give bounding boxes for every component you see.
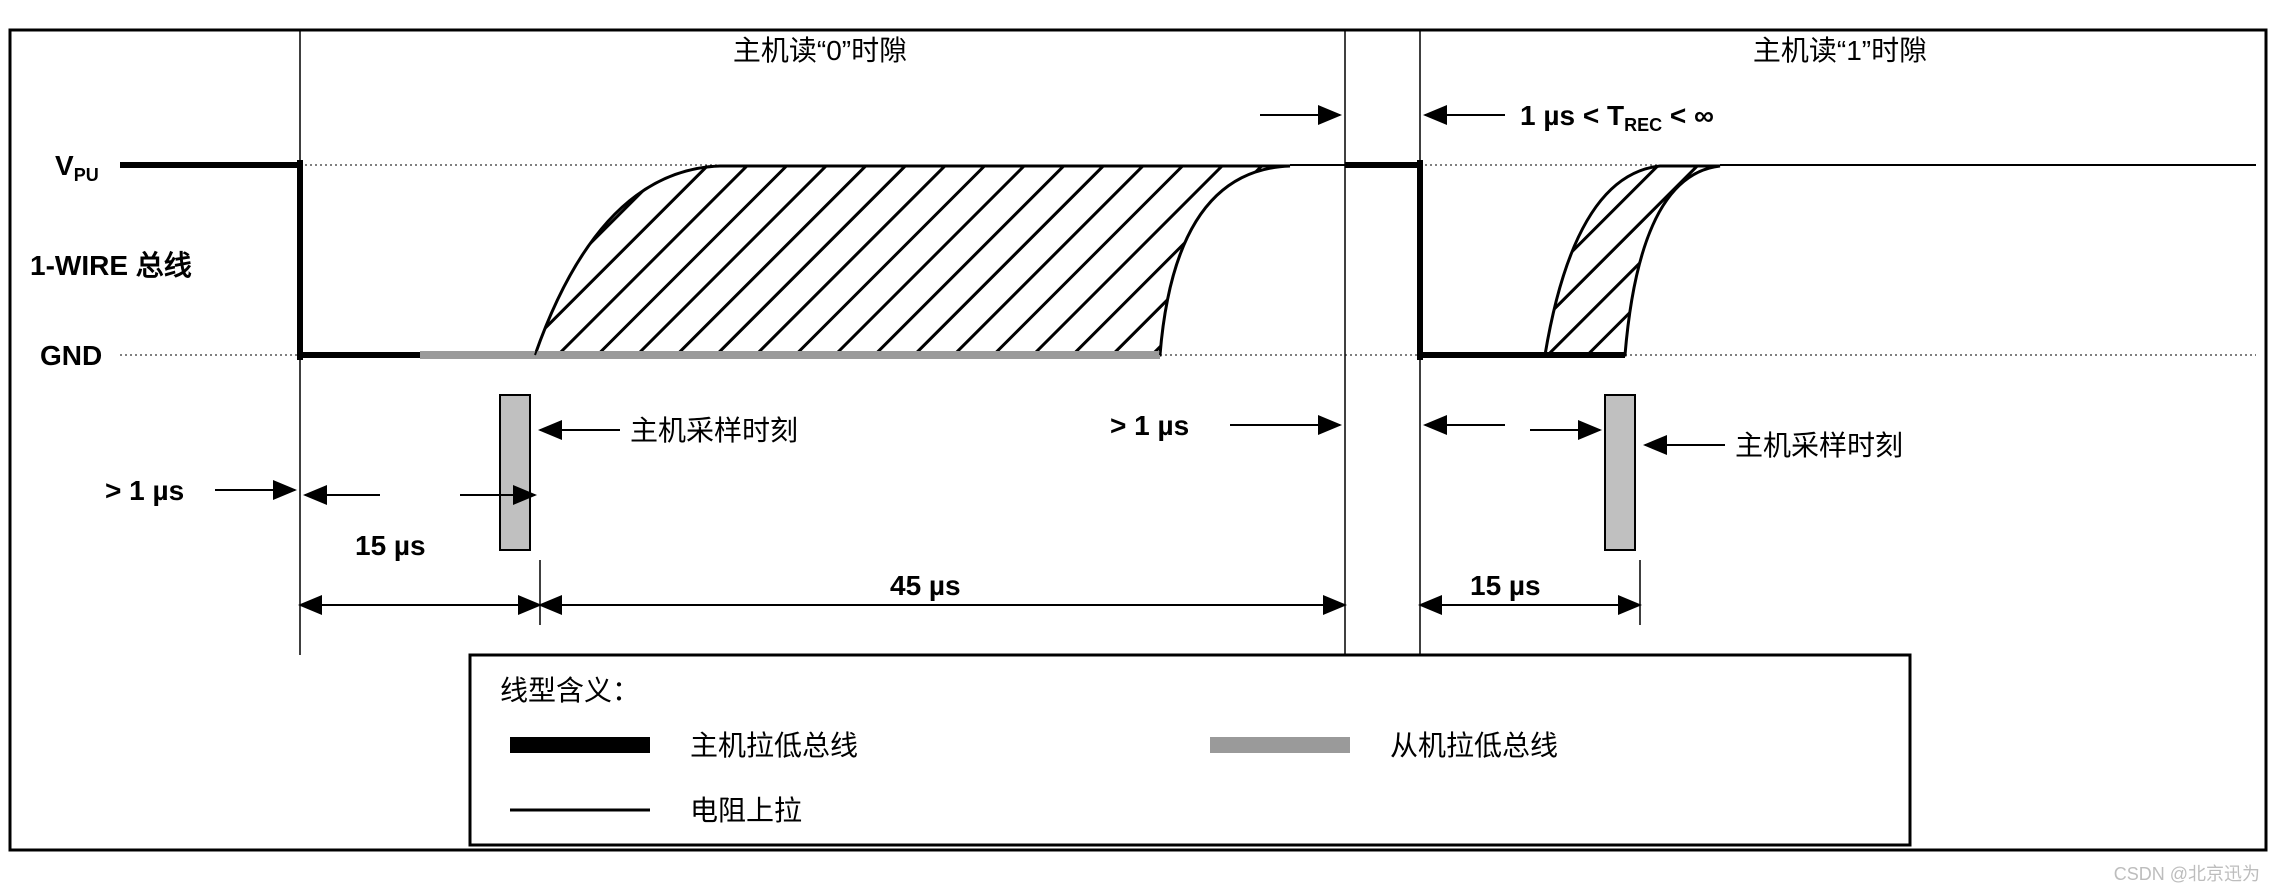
svg-text:从机拉低总线: 从机拉低总线	[1390, 730, 1558, 761]
gt1us-right: > 1 µs	[1110, 410, 1505, 441]
svg-text:1 µs < TREC < ∞: 1 µs < TREC < ∞	[1520, 100, 1714, 135]
gt1us-left: > 1 µs	[105, 475, 295, 506]
gnd-label: GND	[40, 340, 102, 371]
bus-label: 1-WIRE 总线	[30, 250, 192, 281]
svg-text:主机拉低总线: 主机拉低总线	[690, 730, 858, 761]
svg-text:> 1 µs: > 1 µs	[105, 475, 184, 506]
sample1-marker: 主机采样时刻	[1530, 395, 1903, 550]
watermark: CSDN @北京迅为	[2114, 864, 2260, 884]
slot0-waveform	[120, 160, 1420, 360]
dim-slot0: 15 µs 45 µs	[300, 495, 1345, 625]
svg-text:45 µs: 45 µs	[890, 570, 961, 601]
legend-box: 线型含义： 主机拉低总线 从机拉低总线 电阻上拉	[470, 655, 1910, 845]
trec-annotation: 1 µs < TREC < ∞	[1260, 100, 1714, 135]
dim-slot1: 15 µs	[1420, 560, 1640, 625]
svg-text:15 µs: 15 µs	[355, 530, 426, 561]
timing-diagram: 主机读“0”时隙 主机读“1”时隙 VPU 1-WIRE 总线 GND 1 µs…	[0, 0, 2276, 888]
sample0-marker: 主机采样时刻	[500, 395, 798, 550]
svg-text:主机采样时刻: 主机采样时刻	[630, 415, 798, 446]
title-read-0: 主机读“0”时隙	[733, 35, 907, 66]
svg-text:> 1 µs: > 1 µs	[1110, 410, 1189, 441]
svg-text:主机采样时刻: 主机采样时刻	[1735, 430, 1903, 461]
svg-text:线型含义：: 线型含义：	[500, 675, 640, 706]
svg-text:15 µs: 15 µs	[1470, 570, 1541, 601]
title-read-1: 主机读“1”时隙	[1753, 35, 1927, 66]
svg-text:电阻上拉: 电阻上拉	[690, 795, 802, 826]
slot1-waveform	[1420, 160, 2256, 360]
vpu-label: VPU	[55, 150, 99, 185]
